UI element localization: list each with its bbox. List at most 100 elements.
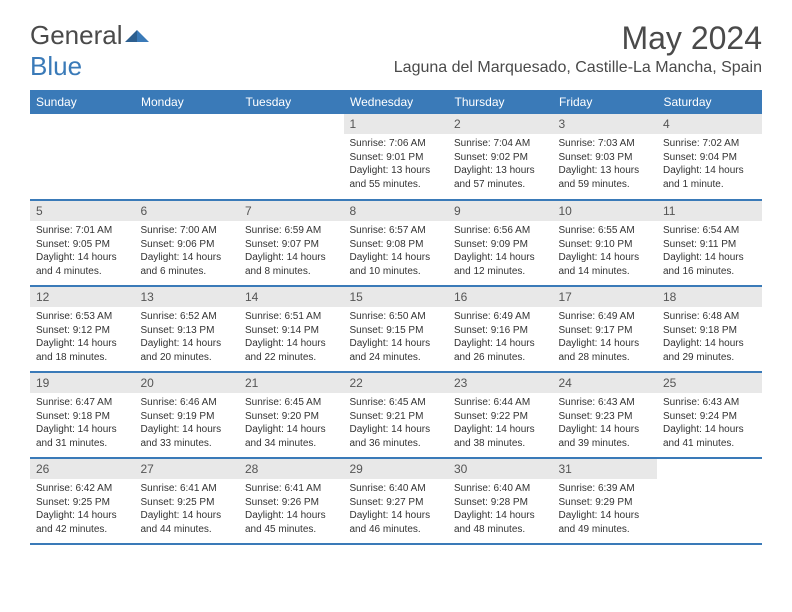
calendar-cell: 2Sunrise: 7:04 AMSunset: 9:02 PMDaylight…	[448, 114, 553, 200]
day-number: 28	[239, 459, 344, 479]
sunset: Sunset: 9:21 PM	[350, 410, 443, 424]
day-content: Sunrise: 7:00 AMSunset: 9:06 PMDaylight:…	[135, 221, 240, 281]
day-number: 24	[553, 373, 658, 393]
day-content: Sunrise: 6:45 AMSunset: 9:20 PMDaylight:…	[239, 393, 344, 453]
sunrise: Sunrise: 6:49 AM	[559, 310, 652, 324]
day-number: 16	[448, 287, 553, 307]
sunset: Sunset: 9:20 PM	[245, 410, 338, 424]
calendar-cell: 25Sunrise: 6:43 AMSunset: 9:24 PMDayligh…	[657, 372, 762, 458]
daylight: Daylight: 14 hours and 4 minutes.	[36, 251, 129, 278]
calendar-body: ...1Sunrise: 7:06 AMSunset: 9:01 PMDayli…	[30, 114, 762, 544]
daylight: Daylight: 13 hours and 59 minutes.	[559, 164, 652, 191]
day-content: Sunrise: 7:01 AMSunset: 9:05 PMDaylight:…	[30, 221, 135, 281]
sunset: Sunset: 9:19 PM	[141, 410, 234, 424]
day-header: Thursday	[448, 90, 553, 114]
daylight: Daylight: 13 hours and 55 minutes.	[350, 164, 443, 191]
day-content: Sunrise: 6:53 AMSunset: 9:12 PMDaylight:…	[30, 307, 135, 367]
calendar-cell: 20Sunrise: 6:46 AMSunset: 9:19 PMDayligh…	[135, 372, 240, 458]
daylight: Daylight: 14 hours and 14 minutes.	[559, 251, 652, 278]
day-header: Wednesday	[344, 90, 449, 114]
sunrise: Sunrise: 6:47 AM	[36, 396, 129, 410]
sunset: Sunset: 9:18 PM	[663, 324, 756, 338]
sunrise: Sunrise: 7:06 AM	[350, 137, 443, 151]
daylight: Daylight: 14 hours and 10 minutes.	[350, 251, 443, 278]
calendar-cell: 11Sunrise: 6:54 AMSunset: 9:11 PMDayligh…	[657, 200, 762, 286]
day-header-row: SundayMondayTuesdayWednesdayThursdayFrid…	[30, 90, 762, 114]
sunset: Sunset: 9:09 PM	[454, 238, 547, 252]
sunrise: Sunrise: 6:43 AM	[663, 396, 756, 410]
day-number: 8	[344, 201, 449, 221]
daylight: Daylight: 14 hours and 24 minutes.	[350, 337, 443, 364]
sunset: Sunset: 9:10 PM	[559, 238, 652, 252]
day-content: Sunrise: 6:44 AMSunset: 9:22 PMDaylight:…	[448, 393, 553, 453]
sunset: Sunset: 9:02 PM	[454, 151, 547, 165]
day-content: Sunrise: 7:03 AMSunset: 9:03 PMDaylight:…	[553, 134, 658, 194]
day-content: Sunrise: 6:41 AMSunset: 9:25 PMDaylight:…	[135, 479, 240, 539]
daylight: Daylight: 14 hours and 41 minutes.	[663, 423, 756, 450]
calendar-cell: 9Sunrise: 6:56 AMSunset: 9:09 PMDaylight…	[448, 200, 553, 286]
sunrise: Sunrise: 6:59 AM	[245, 224, 338, 238]
sunset: Sunset: 9:27 PM	[350, 496, 443, 510]
calendar-week: 12Sunrise: 6:53 AMSunset: 9:12 PMDayligh…	[30, 286, 762, 372]
sunrise: Sunrise: 6:51 AM	[245, 310, 338, 324]
calendar-cell: 8Sunrise: 6:57 AMSunset: 9:08 PMDaylight…	[344, 200, 449, 286]
day-content: Sunrise: 6:40 AMSunset: 9:28 PMDaylight:…	[448, 479, 553, 539]
sunset: Sunset: 9:01 PM	[350, 151, 443, 165]
calendar-cell: 5Sunrise: 7:01 AMSunset: 9:05 PMDaylight…	[30, 200, 135, 286]
day-content: Sunrise: 6:41 AMSunset: 9:26 PMDaylight:…	[239, 479, 344, 539]
calendar-week: 19Sunrise: 6:47 AMSunset: 9:18 PMDayligh…	[30, 372, 762, 458]
day-content: Sunrise: 6:43 AMSunset: 9:24 PMDaylight:…	[657, 393, 762, 453]
day-content: Sunrise: 6:51 AMSunset: 9:14 PMDaylight:…	[239, 307, 344, 367]
sunset: Sunset: 9:16 PM	[454, 324, 547, 338]
day-content: Sunrise: 6:49 AMSunset: 9:17 PMDaylight:…	[553, 307, 658, 367]
day-content: Sunrise: 6:50 AMSunset: 9:15 PMDaylight:…	[344, 307, 449, 367]
daylight: Daylight: 14 hours and 8 minutes.	[245, 251, 338, 278]
sunset: Sunset: 9:12 PM	[36, 324, 129, 338]
calendar-cell: 17Sunrise: 6:49 AMSunset: 9:17 PMDayligh…	[553, 286, 658, 372]
day-content: Sunrise: 6:42 AMSunset: 9:25 PMDaylight:…	[30, 479, 135, 539]
daylight: Daylight: 14 hours and 39 minutes.	[559, 423, 652, 450]
calendar-cell: 29Sunrise: 6:40 AMSunset: 9:27 PMDayligh…	[344, 458, 449, 544]
day-content: Sunrise: 6:47 AMSunset: 9:18 PMDaylight:…	[30, 393, 135, 453]
sunrise: Sunrise: 7:02 AM	[663, 137, 756, 151]
sunset: Sunset: 9:28 PM	[454, 496, 547, 510]
day-number: 6	[135, 201, 240, 221]
calendar-week: 26Sunrise: 6:42 AMSunset: 9:25 PMDayligh…	[30, 458, 762, 544]
sunrise: Sunrise: 6:42 AM	[36, 482, 129, 496]
day-header: Tuesday	[239, 90, 344, 114]
sunrise: Sunrise: 6:43 AM	[559, 396, 652, 410]
calendar-cell: .	[657, 458, 762, 544]
calendar-cell: 31Sunrise: 6:39 AMSunset: 9:29 PMDayligh…	[553, 458, 658, 544]
sunset: Sunset: 9:04 PM	[663, 151, 756, 165]
calendar-head: SundayMondayTuesdayWednesdayThursdayFrid…	[30, 90, 762, 114]
sunrise: Sunrise: 6:44 AM	[454, 396, 547, 410]
sunset: Sunset: 9:03 PM	[559, 151, 652, 165]
day-content: Sunrise: 6:48 AMSunset: 9:18 PMDaylight:…	[657, 307, 762, 367]
daylight: Daylight: 14 hours and 6 minutes.	[141, 251, 234, 278]
daylight: Daylight: 14 hours and 12 minutes.	[454, 251, 547, 278]
day-number: 15	[344, 287, 449, 307]
sunrise: Sunrise: 6:48 AM	[663, 310, 756, 324]
daylight: Daylight: 14 hours and 46 minutes.	[350, 509, 443, 536]
sunrise: Sunrise: 6:40 AM	[454, 482, 547, 496]
day-content: Sunrise: 6:57 AMSunset: 9:08 PMDaylight:…	[344, 221, 449, 281]
calendar-cell: 24Sunrise: 6:43 AMSunset: 9:23 PMDayligh…	[553, 372, 658, 458]
sunset: Sunset: 9:22 PM	[454, 410, 547, 424]
daylight: Daylight: 14 hours and 44 minutes.	[141, 509, 234, 536]
calendar-cell: .	[30, 114, 135, 200]
day-content: Sunrise: 6:46 AMSunset: 9:19 PMDaylight:…	[135, 393, 240, 453]
daylight: Daylight: 14 hours and 16 minutes.	[663, 251, 756, 278]
day-header: Sunday	[30, 90, 135, 114]
daylight: Daylight: 14 hours and 29 minutes.	[663, 337, 756, 364]
sunset: Sunset: 9:07 PM	[245, 238, 338, 252]
day-content: Sunrise: 7:04 AMSunset: 9:02 PMDaylight:…	[448, 134, 553, 194]
sunrise: Sunrise: 6:56 AM	[454, 224, 547, 238]
day-number: 11	[657, 201, 762, 221]
calendar-cell: 21Sunrise: 6:45 AMSunset: 9:20 PMDayligh…	[239, 372, 344, 458]
day-content: Sunrise: 7:06 AMSunset: 9:01 PMDaylight:…	[344, 134, 449, 194]
sunrise: Sunrise: 7:03 AM	[559, 137, 652, 151]
calendar-week: ...1Sunrise: 7:06 AMSunset: 9:01 PMDayli…	[30, 114, 762, 200]
calendar-cell: 4Sunrise: 7:02 AMSunset: 9:04 PMDaylight…	[657, 114, 762, 200]
logo-icon	[123, 20, 151, 50]
sunrise: Sunrise: 6:46 AM	[141, 396, 234, 410]
